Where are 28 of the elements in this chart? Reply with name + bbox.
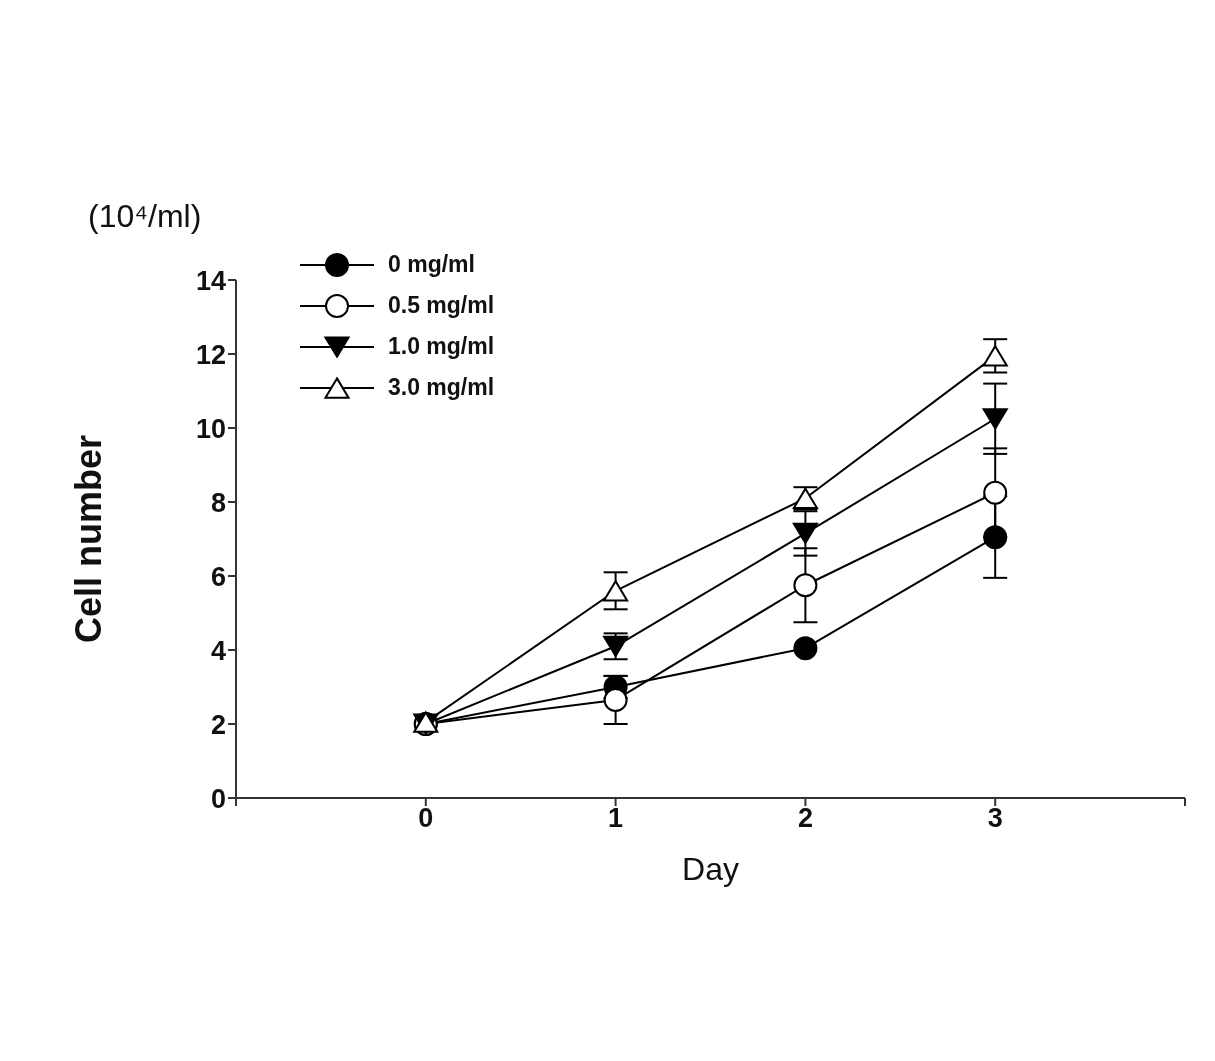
y-tick-label: 0 xyxy=(210,783,226,814)
y-tick-label: 12 xyxy=(195,339,226,370)
point xyxy=(793,636,818,661)
point xyxy=(982,345,1008,367)
point xyxy=(983,525,1008,550)
x-tick-label: 3 xyxy=(987,803,1003,834)
legend-label: 0 mg/ml xyxy=(388,251,475,278)
y-axis-title: Cell number xyxy=(67,434,109,644)
text: (10⁴/ml) xyxy=(88,198,202,235)
x-tick-label: 1 xyxy=(608,803,624,834)
y-tick-label: 14 xyxy=(195,265,226,296)
y-tick-label: 8 xyxy=(210,487,226,518)
y-tick-label: 2 xyxy=(210,709,226,740)
y-tick-label: 10 xyxy=(195,413,226,444)
point xyxy=(603,687,628,712)
legend-label: 1.0 mg/ml xyxy=(388,333,495,360)
point xyxy=(793,573,818,598)
x-tick-label: 2 xyxy=(797,803,813,834)
legend-label: 0.5 mg/ml xyxy=(388,292,495,319)
point xyxy=(982,408,1008,430)
x-axis-title: Day xyxy=(682,851,739,887)
point xyxy=(983,480,1008,505)
point xyxy=(792,522,818,545)
y-tick-label: 6 xyxy=(210,561,226,592)
legend-label: 3.0 mg/ml xyxy=(388,374,495,401)
point xyxy=(603,580,629,602)
y-tick-label: 4 xyxy=(210,635,226,666)
x-tick-label: 0 xyxy=(418,803,434,834)
